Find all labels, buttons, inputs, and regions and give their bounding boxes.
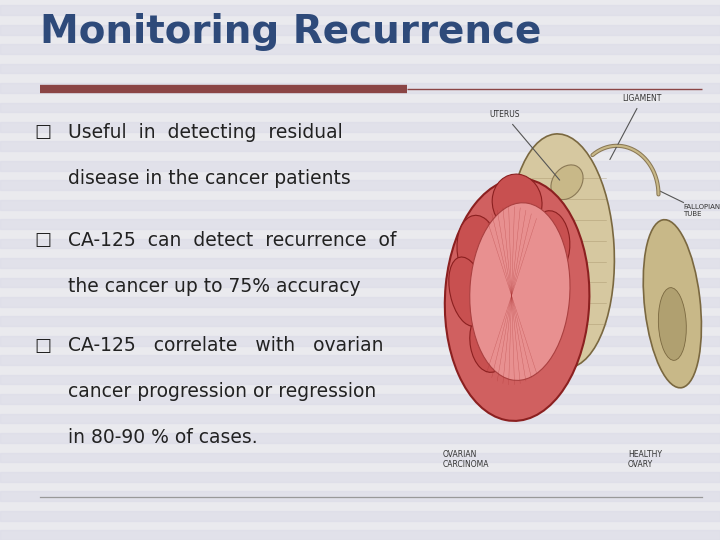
Bar [0, 511, 720, 521]
Ellipse shape [517, 295, 562, 353]
Bar [0, 355, 720, 365]
Text: disease in the cancer patients: disease in the cancer patients [68, 168, 351, 188]
Text: CA-125   correlate   with   ovarian: CA-125 correlate with ovarian [68, 336, 384, 355]
Ellipse shape [508, 134, 614, 368]
Bar [0, 278, 720, 287]
Ellipse shape [469, 203, 570, 380]
Bar [0, 141, 720, 151]
Ellipse shape [469, 308, 509, 373]
Bar [0, 491, 720, 501]
Text: HEALTHY
OVARY: HEALTHY OVARY [628, 449, 662, 469]
Bar [0, 83, 720, 93]
Bar [0, 103, 720, 112]
Bar [0, 453, 720, 462]
Ellipse shape [551, 165, 583, 200]
Bar [0, 375, 720, 384]
Bar [0, 44, 720, 54]
Ellipse shape [449, 257, 485, 326]
Text: Monitoring Recurrence: Monitoring Recurrence [40, 14, 541, 51]
Bar [0, 394, 720, 404]
Text: □: □ [35, 231, 52, 249]
Text: the cancer up to 75% accuracy: the cancer up to 75% accuracy [68, 276, 361, 296]
Bar [0, 180, 720, 190]
Bar [0, 122, 720, 132]
Bar [0, 200, 720, 210]
Bar [0, 258, 720, 268]
Text: □: □ [35, 336, 52, 355]
Ellipse shape [643, 220, 701, 388]
Bar [0, 64, 720, 73]
Bar [0, 316, 720, 326]
Ellipse shape [531, 211, 570, 275]
Ellipse shape [457, 215, 500, 287]
Text: cancer progression or regression: cancer progression or regression [68, 382, 377, 401]
Text: in 80-90 % of cases.: in 80-90 % of cases. [68, 428, 258, 447]
Bar [0, 433, 720, 443]
Text: OVARIAN
CARCINOMA: OVARIAN CARCINOMA [442, 449, 489, 469]
Text: Useful  in  detecting  residual: Useful in detecting residual [68, 123, 343, 142]
Text: LIGAMENT: LIGAMENT [610, 94, 662, 159]
Text: □: □ [35, 123, 52, 141]
Ellipse shape [658, 288, 686, 360]
Text: CA-125  can  detect  recurrence  of: CA-125 can detect recurrence of [68, 231, 397, 250]
Bar [0, 530, 720, 540]
Bar [0, 414, 720, 423]
Bar [0, 239, 720, 248]
Bar [0, 25, 720, 35]
Bar [0, 336, 720, 346]
Bar [0, 219, 720, 229]
Bar [0, 472, 720, 482]
Ellipse shape [492, 174, 542, 231]
Bar [0, 297, 720, 307]
Ellipse shape [445, 179, 590, 421]
Bar [0, 5, 720, 15]
Text: UTERUS: UTERUS [490, 111, 559, 180]
Bar [0, 161, 720, 171]
Text: FALLOPIAN
TUBE: FALLOPIAN TUBE [683, 204, 720, 217]
